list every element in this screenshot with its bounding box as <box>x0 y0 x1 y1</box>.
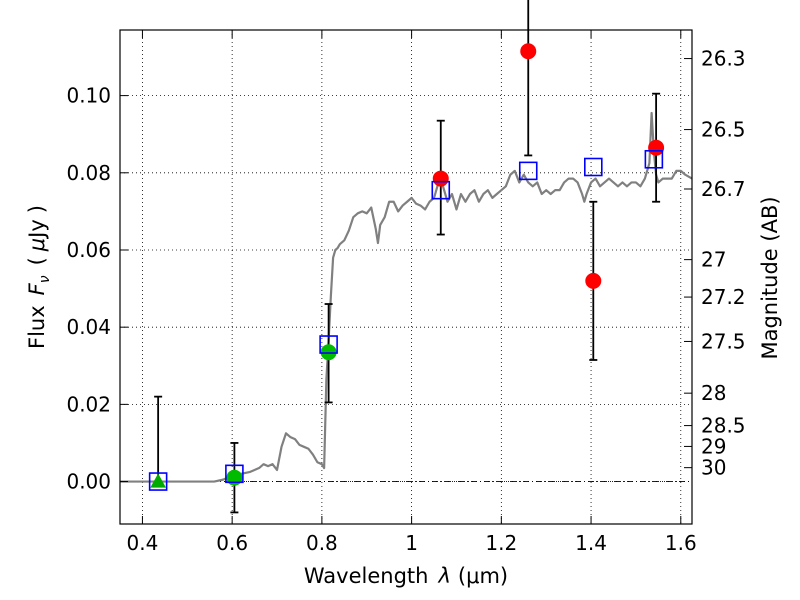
y-tick-label: 0.06 <box>66 238 111 262</box>
y-axis-unit-close: ) <box>25 205 49 213</box>
y-axis-subscript: ν <box>37 275 53 283</box>
x-tick-label: 0.8 <box>306 531 338 555</box>
plot-frame <box>119 29 693 525</box>
y-axis-unit-mu: μ <box>25 238 49 252</box>
x-tick-label: 1.4 <box>575 531 607 555</box>
upper-limit-marker <box>150 473 166 488</box>
y-tick-label: 0.02 <box>66 392 111 416</box>
x-axis-title-prefix: Wavelength <box>304 564 429 588</box>
y-tick-label: 0.00 <box>66 470 111 494</box>
x-tick-label: 1.6 <box>665 531 697 555</box>
model-squares <box>148 149 664 491</box>
model-square <box>225 464 244 484</box>
y2-tick-label: 30 <box>701 456 726 480</box>
x-tick-label: 1.2 <box>485 531 517 555</box>
model-square <box>431 180 451 200</box>
y-tick-label: 0.04 <box>66 315 111 339</box>
x-axis-title: Wavelength λ (μm) <box>304 564 508 588</box>
right-axis-title: Magnitude (AB) <box>758 196 782 359</box>
spectrum-polyline <box>120 111 693 483</box>
y2-tick-label: 29 <box>701 434 726 458</box>
markers <box>150 43 665 488</box>
y-tick-label: 0.08 <box>66 161 111 185</box>
data-point <box>520 43 537 60</box>
x-axis-symbol: λ <box>437 564 450 588</box>
tick-marks <box>120 30 692 524</box>
y2-tick-label: 26.7 <box>701 177 746 201</box>
grid <box>120 30 692 524</box>
spectrum-line <box>120 111 693 483</box>
y2-tick-label: 27 <box>701 248 726 272</box>
y-axis-unit-rest: Jy <box>25 219 49 240</box>
tick-labels: 0.4 0.6 0.8 1 1.2 1.4 1.6 0.00 0.02 0.04 0.06 0.08 0… <box>66 47 745 555</box>
x-axis-unit: (μm) <box>458 564 508 588</box>
model-square <box>584 157 603 177</box>
y2-tick-label: 26.3 <box>701 47 746 71</box>
y-axis-unit-open: ( <box>25 257 49 265</box>
y-tick-label: 0.10 <box>66 84 111 108</box>
data-point <box>648 139 665 156</box>
y-axis-title-prefix: Flux <box>25 305 49 349</box>
y-axis-symbol: F <box>25 282 49 295</box>
model-square <box>148 472 168 491</box>
y-axis-title: Flux Fν ( μJy) <box>25 205 53 349</box>
y2-tick-label: 27.2 <box>701 285 746 309</box>
error-bars <box>154 0 661 514</box>
y2-tick-label: 26.5 <box>701 118 746 142</box>
y2-tick-label: 28 <box>701 381 726 405</box>
data-point <box>226 469 243 486</box>
model-square <box>319 335 338 354</box>
y2-tick-label: 27.5 <box>701 329 746 353</box>
data-point <box>585 272 602 289</box>
x-tick-label: 1 <box>405 531 418 555</box>
x-tick-label: 0.4 <box>127 531 159 555</box>
data-point <box>432 170 449 187</box>
x-tick-label: 0.6 <box>216 531 248 555</box>
model-square <box>644 149 664 169</box>
model-square <box>518 161 538 181</box>
y2-tick-label: 28.5 <box>701 414 746 438</box>
